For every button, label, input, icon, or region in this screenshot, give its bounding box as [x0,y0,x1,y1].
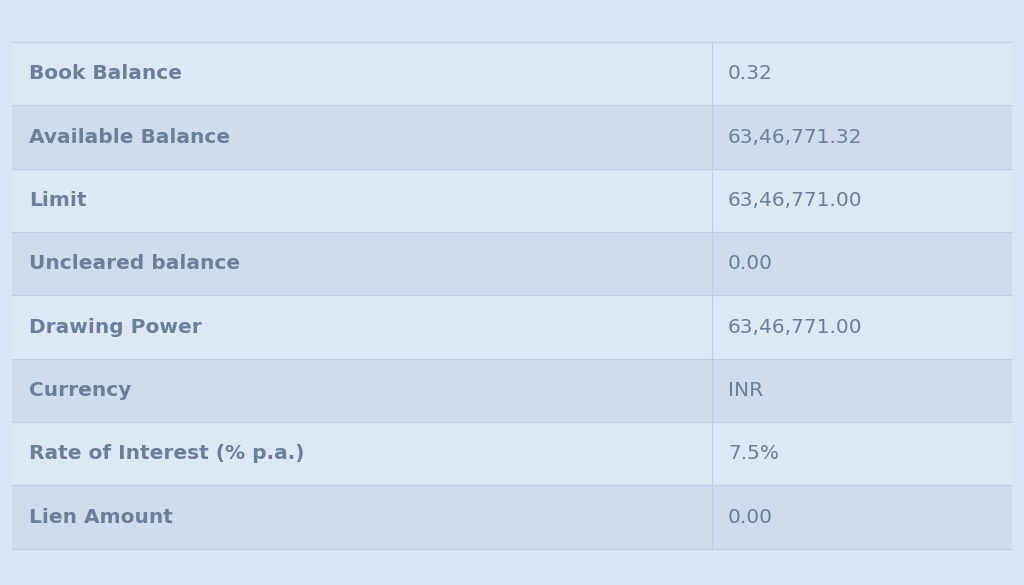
Bar [12,105,712,168]
Text: Book Balance: Book Balance [29,64,181,83]
Bar [712,359,1012,422]
Bar [712,486,1012,549]
Text: Uncleared balance: Uncleared balance [29,254,240,273]
Bar [12,232,712,295]
Bar [12,295,712,359]
Bar [712,232,1012,295]
Bar [712,42,1012,105]
Text: 63,46,771.00: 63,46,771.00 [728,318,862,336]
Bar [12,486,712,549]
Bar [712,168,1012,232]
Text: Currency: Currency [29,381,131,400]
Text: 63,46,771.00: 63,46,771.00 [728,191,862,210]
Text: INR: INR [728,381,763,400]
Bar [712,422,1012,486]
Bar [12,168,712,232]
Text: 7.5%: 7.5% [728,444,779,463]
Text: 0.00: 0.00 [728,508,773,526]
Text: Drawing Power: Drawing Power [29,318,202,336]
Text: 63,46,771.32: 63,46,771.32 [728,128,862,147]
Text: Rate of Interest (% p.a.): Rate of Interest (% p.a.) [29,444,304,463]
Bar [12,42,712,105]
Text: Limit: Limit [29,191,86,210]
Text: Available Balance: Available Balance [29,128,229,147]
Bar [712,295,1012,359]
Bar [712,105,1012,168]
Text: Lien Amount: Lien Amount [29,508,173,526]
Bar [12,422,712,486]
Text: 0.00: 0.00 [728,254,773,273]
Text: 0.32: 0.32 [728,64,773,83]
Bar [12,359,712,422]
